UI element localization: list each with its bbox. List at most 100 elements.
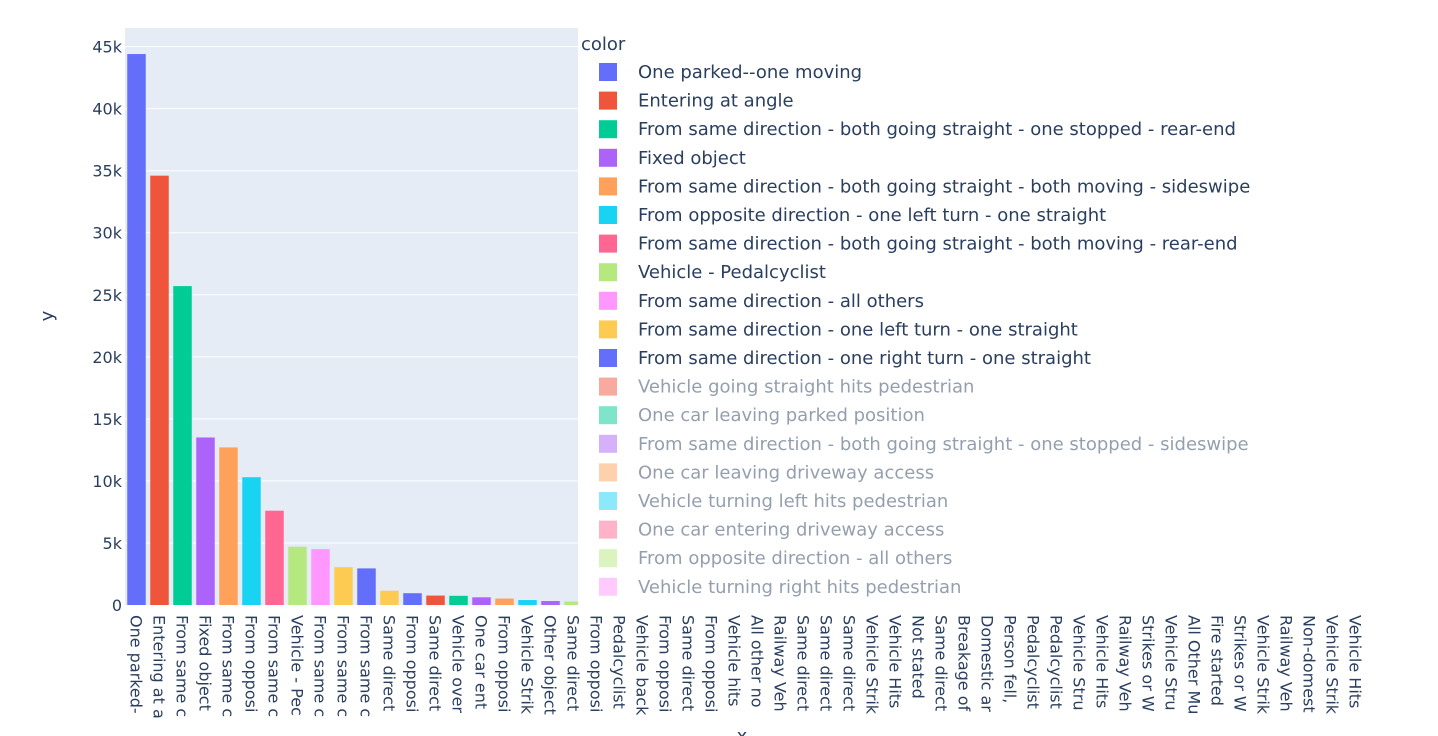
x-tick-label: Railway Veh [1277,615,1296,712]
bar[interactable] [219,447,238,605]
bar[interactable] [357,568,376,605]
legend-item[interactable]: From same direction - one left turn - on… [599,319,1078,340]
legend-item[interactable]: Vehicle - Pedalcyclist [599,262,826,283]
legend-item[interactable]: From same direction - both going straigh… [599,234,1238,255]
legend-swatch [599,234,617,253]
legend-swatch [599,320,617,339]
bar[interactable] [564,601,578,605]
bar[interactable] [127,54,146,606]
bar[interactable] [242,477,261,605]
y-tick-label: 45k [92,38,122,57]
x-tick-label: Vehicle Stru [1162,615,1181,710]
x-tick-label: From opposi [656,615,675,712]
legend-label: Vehicle going straight hits pedestrian [638,377,974,398]
x-tick-label: From same c [219,615,238,717]
legend-label: One car leaving parked position [638,405,925,426]
legend-swatch [599,577,617,596]
legend-item[interactable]: From opposite direction - one left turn … [599,205,1106,226]
legend-label: From opposite direction - one left turn … [638,205,1106,226]
bar[interactable] [380,590,399,605]
x-tick-label: From same c [311,615,330,717]
x-tick-label: Vehicle Strik [518,615,537,715]
legend-item[interactable]: One parked--one moving [599,62,862,83]
x-tick-label: Same direct [679,615,698,711]
x-tick-label: Person fell, [1001,615,1020,703]
legend-item[interactable]: Entering at angle [599,91,794,112]
x-tick-label: Non-domest [1300,615,1319,713]
legend-label: From same direction - one right turn - o… [638,348,1091,369]
legend-item[interactable]: From same direction - both going straigh… [599,119,1236,140]
bar[interactable] [150,175,169,606]
x-tick-label: Fire started [1208,615,1227,706]
x-tick-label: Not stated [909,615,928,699]
legend-item[interactable]: From opposite direction - all others [599,548,952,569]
legend-item[interactable]: From same direction - all others [599,291,924,312]
x-tick-label: Other object [541,615,560,715]
x-tick-label: Vehicle back [633,615,652,716]
x-tick-label: From opposi [403,615,422,712]
bars[interactable] [127,54,578,606]
x-tick-label: Vehicle Strik [863,615,882,715]
bar[interactable] [196,437,215,605]
legend-label: One car entering driveway access [638,520,944,541]
bar[interactable] [288,546,307,605]
x-tick-label: All other no [748,615,767,708]
x-tick-label: Railway Veh [1116,615,1135,712]
bar[interactable] [173,286,192,605]
legend-item[interactable]: One car leaving parked position [599,405,925,426]
legend-item[interactable]: One car entering driveway access [599,520,944,541]
y-tick-label: 25k [92,286,122,305]
bar[interactable] [541,601,560,605]
x-tick-label: Pedalcyclist [610,615,629,709]
legend-label: From same direction - both going straigh… [638,119,1236,140]
legend-item[interactable]: Vehicle turning left hits pedestrian [599,491,948,512]
bar[interactable] [426,595,445,605]
x-tick-label: From opposi [702,615,721,712]
x-tick-label: Pedalcyclist [1047,615,1066,709]
y-tick-label: 40k [92,100,122,119]
legend-label: From same direction - both going straigh… [638,176,1250,197]
legend-item[interactable]: From same direction - one right turn - o… [599,348,1091,369]
legend-label: Entering at angle [638,91,794,112]
legend-item[interactable]: Vehicle turning right hits pedestrian [599,577,961,598]
legend-label: One car leaving driveway access [638,462,934,483]
legend-label: Vehicle turning left hits pedestrian [638,491,948,512]
legend-item[interactable]: Vehicle going straight hits pedestrian [599,377,974,398]
bar[interactable] [518,600,537,605]
bar[interactable] [403,593,422,605]
legend-swatch [599,406,617,425]
x-tick-label: Vehicle - Pec [288,615,307,716]
x-tick-label: Vehicle Hits [1346,615,1365,708]
bar[interactable] [265,510,284,605]
legend[interactable]: color One parked--one moving Entering at … [581,34,1250,598]
x-tick-label: Railway Veh [771,615,790,712]
x-tick-label: All Other Mu [1185,615,1204,714]
legend-label: Vehicle - Pedalcyclist [638,262,826,283]
x-tick-label: Domestic ar [978,615,997,712]
plot-background [125,28,578,605]
bar[interactable] [449,595,468,605]
legend-swatch [599,463,617,482]
x-tick-label: Same direct [426,615,445,711]
bar[interactable] [495,598,514,605]
bar[interactable] [334,567,353,605]
x-tick-label: Same direct [840,615,859,711]
bar[interactable] [311,549,330,605]
legend-background [578,28,1278,605]
legend-item[interactable]: Fixed object [599,148,746,169]
legend-label: Fixed object [638,148,746,169]
bar[interactable] [472,597,491,605]
x-tick-label: Same direct [817,615,836,711]
x-tick-label: From same c [173,615,192,717]
legend-item[interactable]: From same direction - both going straigh… [599,434,1249,455]
x-tick-label: From opposi [242,615,261,712]
legend-item[interactable]: One car leaving driveway access [599,462,934,483]
legend-swatch [599,349,617,367]
x-tick-label: Same direct [794,615,813,711]
x-tick-labels: One parked- Entering at a From same c Fixed… [127,615,1365,719]
legend-item[interactable]: From same direction - both going straigh… [599,176,1250,197]
legend-label: From same direction - one left turn - on… [638,319,1078,340]
x-tick-label: From opposi [495,615,514,712]
x-tick-label: Vehicle hits [725,615,744,707]
